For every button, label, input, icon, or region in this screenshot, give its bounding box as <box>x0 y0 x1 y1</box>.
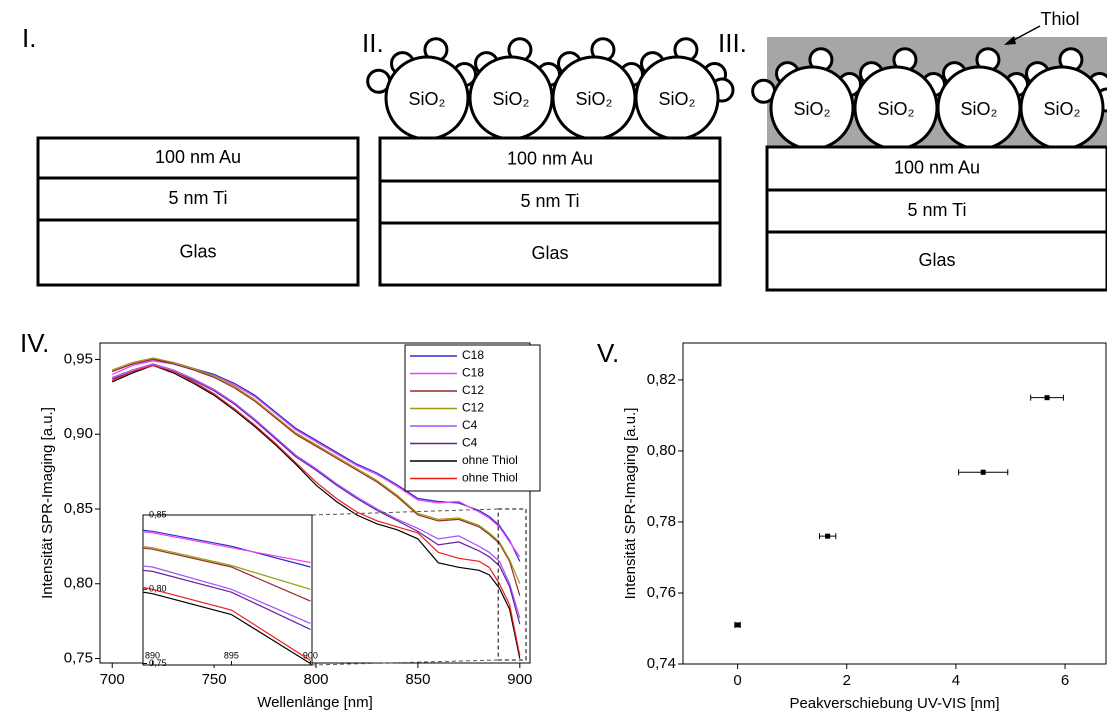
panel-label: IV. <box>20 328 49 358</box>
layer <box>378 179 722 225</box>
series-line <box>111 363 521 619</box>
y-axis-label: Intensität SPR-Imaging [a.u.] <box>39 407 56 599</box>
x-tick-label: 900 <box>303 650 318 660</box>
panel-label: V. <box>597 338 619 368</box>
arrow <box>1009 25 1041 43</box>
y-tick-label: 0,85 <box>64 500 93 517</box>
particle-label: SiO₂ <box>961 99 998 119</box>
layer-label: Glas <box>918 250 955 270</box>
series-line <box>111 358 521 596</box>
point <box>1044 395 1050 401</box>
layer-label: Glas <box>179 241 216 261</box>
x-axis-label: Wellenlänge [nm] <box>257 694 373 711</box>
particle-label: SiO₂ <box>878 99 915 119</box>
zoom-box <box>497 508 527 661</box>
x-tick-label: 700 <box>100 671 125 688</box>
zoom-connector <box>311 508 499 516</box>
y-tick-label: 0,74 <box>647 655 676 672</box>
point <box>980 469 986 475</box>
panel-label: I. <box>22 23 36 53</box>
legend-label: C12 <box>462 401 484 415</box>
y-tick-label: 0,80 <box>149 584 167 594</box>
layer <box>378 221 722 287</box>
y-tick-label: 0,75 <box>64 649 93 666</box>
legend-label: C12 <box>462 383 484 397</box>
y-tick-label: 0,75 <box>149 658 167 668</box>
plot-frame <box>682 342 1107 665</box>
series-line <box>111 364 521 625</box>
layer-label: 5 nm Ti <box>520 191 579 211</box>
y-tick-label: 0,90 <box>64 425 93 442</box>
particle-label: SiO₂ <box>659 89 696 109</box>
layer-label: Glas <box>531 243 568 263</box>
layer-label: 100 nm Au <box>507 148 593 168</box>
y-tick-label: 0,82 <box>647 371 676 388</box>
point <box>825 533 831 539</box>
x-tick-label: 800 <box>304 671 329 688</box>
point <box>735 622 741 628</box>
x-tick-label: 850 <box>405 671 430 688</box>
plot-frame <box>99 342 531 664</box>
layer <box>765 230 1107 292</box>
y-axis-label: Intensität SPR-Imaging [a.u.] <box>622 408 639 600</box>
x-tick-label: 890 <box>145 650 160 660</box>
legend-label: C4 <box>462 418 478 432</box>
particle-label: SiO₂ <box>493 89 530 109</box>
panel-label: III. <box>718 28 747 58</box>
x-tick-label: 895 <box>224 650 239 660</box>
layer-label: 5 nm Ti <box>907 200 966 220</box>
x-tick-label: 6 <box>1061 672 1069 689</box>
particle-label: SiO₂ <box>1044 99 1081 119</box>
y-tick-label: 0,85 <box>149 509 167 519</box>
y-tick-label: 0,80 <box>647 442 676 459</box>
x-axis-label: Peakverschiebung UV-VIS [nm] <box>789 695 999 712</box>
y-tick-label: 0,78 <box>647 513 676 530</box>
particle-label: SiO₂ <box>409 89 446 109</box>
layer <box>36 218 360 287</box>
series-line <box>111 364 521 656</box>
legend-label: C18 <box>462 348 484 362</box>
y-tick-label: 0,95 <box>64 350 93 367</box>
coating-label: Thiol <box>1040 9 1079 29</box>
series-line <box>111 364 521 659</box>
legend <box>404 344 541 492</box>
x-tick-label: 900 <box>507 671 532 688</box>
x-tick-label: 750 <box>202 671 227 688</box>
panel-label: II. <box>362 28 384 58</box>
zoom-connector <box>311 659 499 666</box>
legend-label: ohne Thiol <box>462 471 518 485</box>
y-tick-label: 0,80 <box>64 575 93 592</box>
series-line <box>111 357 521 584</box>
x-tick-label: 0 <box>733 672 741 689</box>
arrow-head <box>1004 36 1016 45</box>
particle-label: SiO₂ <box>794 99 831 119</box>
x-tick-label: 4 <box>952 672 960 689</box>
inset-frame <box>142 514 313 666</box>
layer-label: 5 nm Ti <box>168 188 227 208</box>
legend-label: C4 <box>462 436 478 450</box>
x-tick-label: 2 <box>843 672 851 689</box>
legend-label: C18 <box>462 366 484 380</box>
y-tick-label: 0,76 <box>647 584 676 601</box>
layer-label: 100 nm Au <box>894 157 980 177</box>
particle-label: SiO₂ <box>576 89 613 109</box>
layer-label: 100 nm Au <box>155 147 241 167</box>
legend-label: ohne Thiol <box>462 453 518 467</box>
